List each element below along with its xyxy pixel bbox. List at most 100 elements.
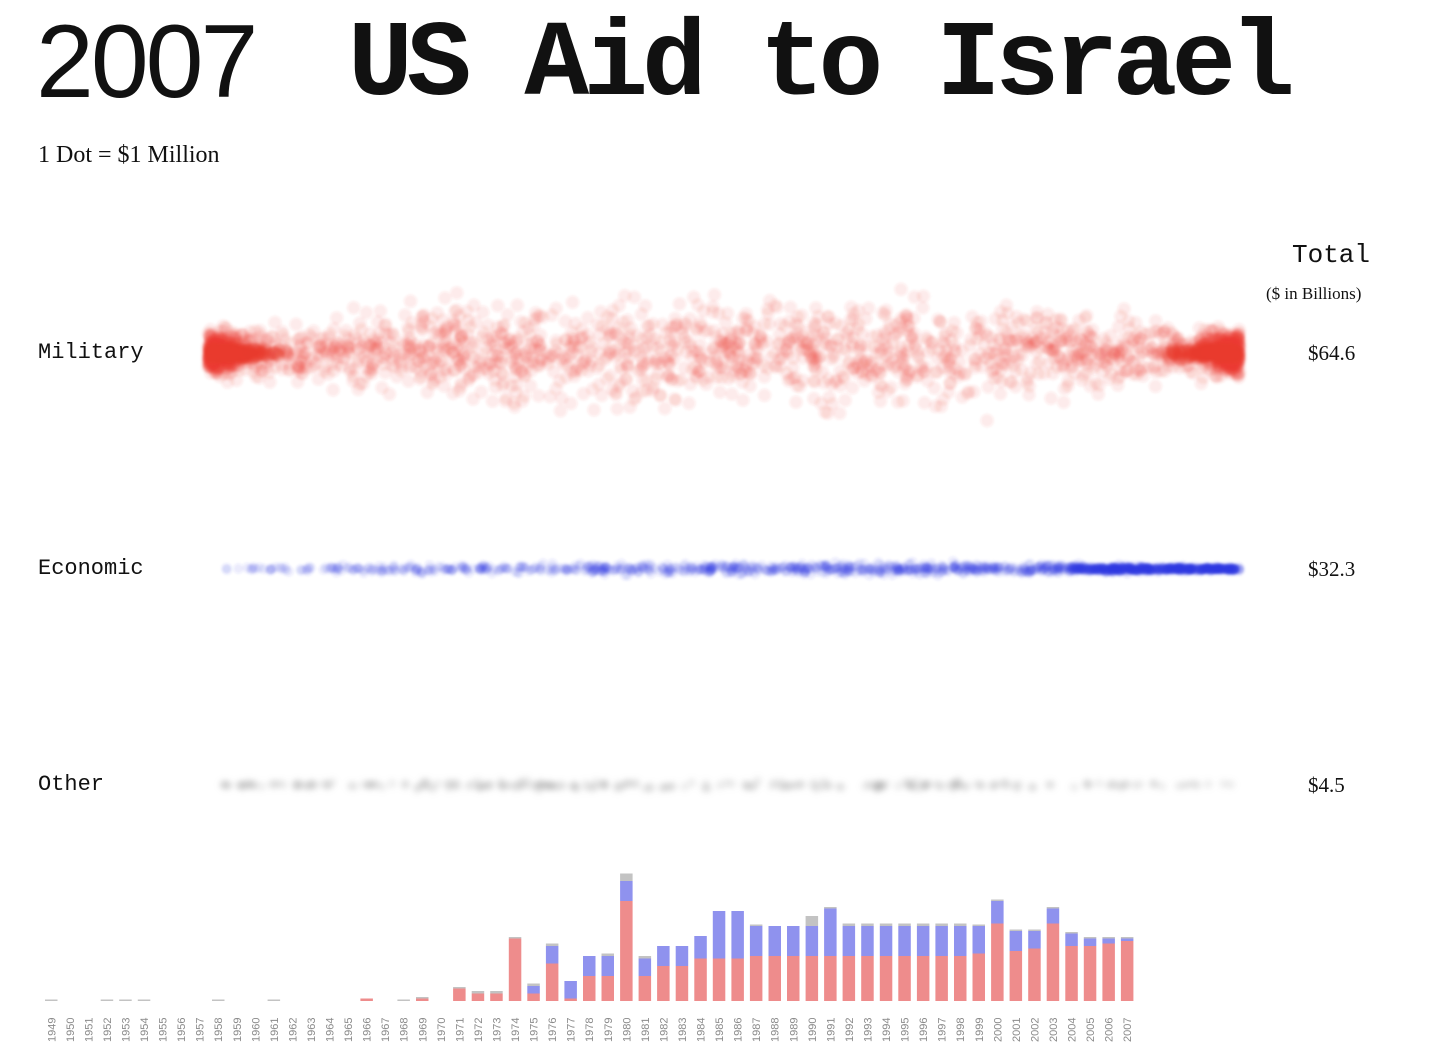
- bar-other-1976: [545, 943, 559, 946]
- bar-other-1961: [267, 999, 281, 1001]
- year-tick-label: 1971: [454, 1018, 466, 1042]
- year-tick-label: 1956: [176, 1018, 188, 1042]
- year-tick-label: 1977: [566, 1018, 578, 1042]
- bar-economic-2004: [1065, 933, 1078, 946]
- year-tick-label: 1992: [844, 1018, 856, 1042]
- military-dot: [658, 402, 672, 415]
- bar-other-1974: [508, 937, 522, 939]
- year-tick-label: 1964: [325, 1018, 337, 1042]
- row-total-economic: $32.3: [1308, 557, 1356, 581]
- bar-other-1997: [935, 923, 948, 926]
- year-tick-label: 2003: [1048, 1018, 1060, 1042]
- military-dot: [862, 301, 876, 315]
- page-title: US Aid to Israel: [348, 5, 1295, 127]
- bar-military-1985: [712, 958, 726, 1001]
- year-tick-label: 1991: [825, 1018, 837, 1042]
- bar-economic-1988: [768, 926, 781, 956]
- year-title: 2007: [36, 4, 258, 120]
- bar-economic-2003: [1046, 908, 1060, 924]
- bar-economic-1993: [861, 926, 874, 956]
- bar-military-1982: [657, 966, 670, 1001]
- year-tick-label: 1962: [287, 1018, 299, 1042]
- bar-other-1979: [601, 953, 614, 956]
- military-dot: [491, 299, 505, 313]
- bar-military-1989: [787, 956, 800, 1001]
- year-tick-label: 1969: [417, 1018, 429, 1042]
- year-tick-label: 1979: [603, 1018, 615, 1042]
- bar-economic-1995: [898, 926, 911, 956]
- year-tick-label: 2000: [992, 1018, 1004, 1042]
- bar-economic-1989: [787, 926, 800, 956]
- bar-economic-1976: [545, 946, 559, 964]
- bar-economic-2002: [1028, 931, 1041, 949]
- year-tick-label: 1949: [46, 1018, 58, 1042]
- totals-header: Total: [1292, 240, 1371, 270]
- bar-economic-1996: [916, 926, 930, 956]
- bar-military-1973: [490, 993, 503, 1001]
- bar-other-1980: [620, 873, 633, 881]
- year-tick-label: 1952: [102, 1018, 114, 1042]
- bar-economic-2006: [1102, 938, 1115, 944]
- year-tick-label: 2007: [1122, 1018, 1134, 1042]
- bar-other-1995: [898, 923, 911, 926]
- bar-military-1971: [453, 988, 466, 1001]
- bar-other-1952: [100, 999, 114, 1001]
- bar-other-1971: [453, 987, 466, 989]
- year-tick-label: 1996: [918, 1018, 930, 1042]
- year-tick-label: 1972: [473, 1018, 485, 1042]
- bar-military-1969: [416, 998, 429, 1001]
- bar-other-1981: [638, 956, 652, 959]
- bar-military-1984: [694, 958, 707, 1001]
- bar-military-1997: [935, 956, 948, 1001]
- year-tick-label: 1955: [158, 1018, 170, 1042]
- bar-economic-1986: [731, 911, 744, 959]
- year-tick-label: 1970: [436, 1018, 448, 1042]
- bar-economic-1984: [694, 936, 707, 959]
- military-dot: [612, 299, 626, 313]
- bar-military-1990: [805, 956, 819, 1001]
- year-tick-label: 1998: [955, 1018, 967, 1042]
- military-dot: [955, 390, 969, 404]
- bar-military-2004: [1065, 946, 1078, 1001]
- military-dot: [501, 308, 515, 322]
- year-tick-label: 2006: [1104, 1018, 1116, 1042]
- bar-economic-1980: [620, 881, 633, 901]
- year-tick-label: 2001: [1011, 1018, 1023, 1042]
- bar-other-1953: [119, 999, 132, 1001]
- bar-other-1958: [212, 999, 225, 1001]
- year-tick-label: 1960: [250, 1018, 262, 1042]
- bar-economic-1975: [527, 986, 540, 994]
- bar-other-2007: [1120, 937, 1134, 939]
- bar-other-1990: [805, 916, 819, 926]
- row-total-other: $4.5: [1308, 773, 1345, 797]
- bar-economic-1999: [972, 926, 985, 954]
- year-tick-label: 1989: [788, 1018, 800, 1042]
- bar-military-1998: [954, 956, 967, 1001]
- bar-military-1993: [861, 956, 874, 1001]
- bar-military-1999: [972, 953, 985, 1001]
- year-tick-label: 1965: [343, 1018, 355, 1042]
- row-label-economic: Economic: [38, 556, 144, 581]
- year-tick-label: 1951: [83, 1018, 95, 1042]
- bar-economic-2000: [991, 901, 1004, 924]
- bar-other-1992: [842, 923, 856, 926]
- year-tick-label: 1967: [380, 1018, 392, 1042]
- row-total-military: $64.6: [1308, 341, 1356, 365]
- bar-economic-1978: [583, 956, 596, 976]
- bar-military-1979: [601, 976, 614, 1001]
- bar-economic-1998: [954, 926, 967, 956]
- row-label-other: Other: [38, 772, 105, 797]
- year-tick-label: 1982: [658, 1018, 670, 1042]
- military-dot: [474, 385, 488, 399]
- bar-other-1975: [527, 983, 540, 986]
- bar-military-1988: [768, 956, 781, 1001]
- military-dot: [980, 414, 994, 427]
- bar-other-1968: [397, 999, 410, 1001]
- bar-other-1993: [861, 923, 874, 926]
- year-tick-label: 1990: [807, 1018, 819, 1042]
- bar-military-1992: [842, 956, 856, 1001]
- bar-other-1954: [137, 999, 151, 1001]
- year-tick-label: 1981: [640, 1018, 652, 1042]
- bar-military-1983: [675, 966, 689, 1001]
